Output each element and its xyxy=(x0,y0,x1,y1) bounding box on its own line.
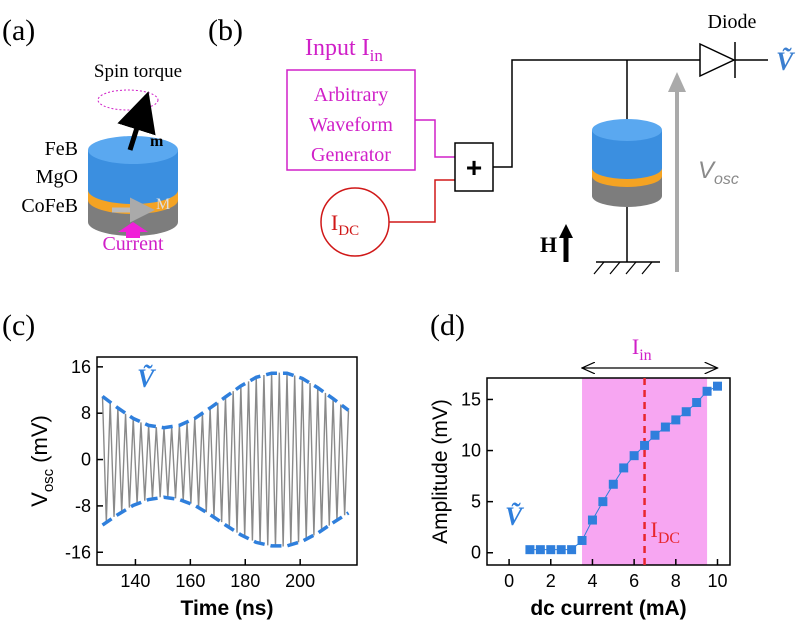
data-point xyxy=(660,422,670,432)
label: IDC xyxy=(651,517,681,547)
layer-label: MgO xyxy=(36,166,78,188)
label: Arbitrary xyxy=(314,84,388,106)
text: I xyxy=(651,517,658,542)
data-point xyxy=(692,398,702,408)
label: Vosc xyxy=(698,157,739,188)
data-point xyxy=(535,545,545,555)
x-tick-label: 0 xyxy=(504,571,514,591)
text: osc xyxy=(714,171,739,188)
y-tick-label: 10 xyxy=(461,441,481,461)
text: V xyxy=(698,157,716,184)
data-point xyxy=(629,451,639,461)
text: osc xyxy=(40,468,57,492)
x-axis-label: Time (ns) xyxy=(181,597,274,620)
data-point xyxy=(650,430,660,440)
label: Current xyxy=(102,233,164,255)
device: Spin torque m M FeB MgO CoFeB Current xyxy=(21,61,182,255)
text: (mV) xyxy=(27,415,52,463)
label: Vosc (mV) xyxy=(27,415,57,507)
plot-frame xyxy=(486,377,731,566)
x-axis-label: dc current (mA) xyxy=(530,597,686,620)
label: Ṽ xyxy=(776,47,796,76)
data-point xyxy=(567,545,577,555)
y-tick-label: 16 xyxy=(71,357,91,377)
label: m xyxy=(150,133,164,150)
text: in xyxy=(370,46,384,65)
label: Generator xyxy=(311,144,391,166)
label: Waveform xyxy=(309,114,393,136)
data-point xyxy=(702,386,712,396)
layer-label: FeB xyxy=(45,138,78,160)
label: Spin torque xyxy=(94,61,182,82)
label: Diode xyxy=(708,11,757,33)
envelope xyxy=(101,371,350,430)
label: H xyxy=(540,232,557,257)
data-point xyxy=(577,535,587,545)
envelope xyxy=(101,495,350,548)
x-tick-label: 200 xyxy=(285,571,315,591)
y-tick-label: 15 xyxy=(461,389,481,409)
text: I xyxy=(632,334,639,359)
data-point xyxy=(712,381,722,391)
data-point xyxy=(681,407,691,417)
x-tick-label: 160 xyxy=(175,571,205,591)
x-tick-label: 2 xyxy=(546,571,556,591)
data-point xyxy=(556,545,566,555)
x-tick-label: 6 xyxy=(629,571,639,591)
curve-label: Ṽ xyxy=(505,502,525,531)
circuit: Input Iin Arbitrary Waveform Generator I… xyxy=(286,11,796,275)
panel-label: (c) xyxy=(2,309,35,342)
data-point xyxy=(640,440,650,450)
x-tick-label: 180 xyxy=(230,571,260,591)
x-tick-label: 4 xyxy=(587,571,597,591)
data-point xyxy=(598,497,608,507)
text: Input I xyxy=(305,35,370,61)
envelope-label: Ṽ xyxy=(137,364,157,393)
x-tick-label: 140 xyxy=(120,571,150,591)
x-tick-label: 10 xyxy=(707,571,727,591)
panel-label: (d) xyxy=(430,309,465,342)
data-point xyxy=(546,545,556,555)
y-axis-label: Amplitude (mV) xyxy=(429,399,452,544)
data-point xyxy=(608,479,618,489)
y-tick-label: -8 xyxy=(75,496,91,516)
label: IDC xyxy=(331,210,359,239)
text: in xyxy=(639,347,651,364)
data-point xyxy=(525,545,535,555)
text: I xyxy=(331,210,338,235)
label: Input Iin xyxy=(305,35,383,65)
text: DC xyxy=(658,530,680,547)
layer-label: CoFeB xyxy=(21,195,78,217)
x-tick-label: 8 xyxy=(671,571,681,591)
data-point xyxy=(671,415,681,425)
panel-label: (a) xyxy=(2,14,35,47)
y-tick-label: 5 xyxy=(471,492,481,512)
y-tick-label: 0 xyxy=(81,450,91,470)
data-point xyxy=(619,463,629,473)
label: Iin xyxy=(632,334,652,364)
label: + xyxy=(466,152,482,183)
y-tick-label: 8 xyxy=(81,403,91,423)
data-point xyxy=(587,515,597,525)
y-tick-label: -16 xyxy=(65,542,91,562)
label: M xyxy=(156,196,170,213)
y-tick-label: 0 xyxy=(471,543,481,563)
text: DC xyxy=(338,223,359,239)
plot-frame xyxy=(96,356,358,566)
panel-label: (b) xyxy=(208,14,243,47)
text: V xyxy=(27,492,52,507)
